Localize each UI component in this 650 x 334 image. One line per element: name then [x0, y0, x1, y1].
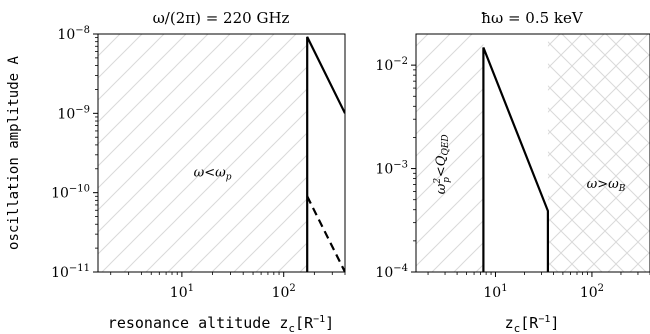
y-tick-label: 10−10	[51, 184, 90, 202]
region-labels: ω2p<QQED ω>ωB	[433, 134, 626, 194]
region-label: ω>ωB	[587, 177, 626, 194]
x-tick-label: 102	[580, 283, 604, 301]
axis-ticks: 101 102 10−2 10−3 10−4	[375, 56, 650, 301]
y-tick-label: 10−11	[51, 263, 90, 281]
shaded-regions	[416, 34, 650, 272]
plot-frame	[97, 33, 346, 273]
x-tick-label: 102	[272, 283, 296, 301]
region-label: ω<ωp	[194, 165, 232, 182]
y-tick-label: 10−3	[375, 160, 408, 178]
region-diagonal-hatch	[98, 34, 308, 272]
x-axis-label: resonance altitude zc[R−1]	[108, 314, 334, 334]
y-tick-label: 10−4	[375, 263, 408, 281]
y-tick-label: 10−8	[57, 25, 90, 43]
series-line-dashed	[306, 195, 345, 272]
chart-title: ω/(2π) = 220 GHz	[153, 9, 290, 27]
y-tick-label: 10−2	[375, 56, 408, 74]
series-line-solid	[306, 36, 345, 272]
axis-ticks: 101 102 10−8 10−9 10−10 10−11	[51, 25, 346, 301]
panel-left: 101 102 10−8 10−9 10−10 10−11 ω/(2π) = 220 GH…	[6, 9, 346, 334]
y-tick-label: 10−9	[57, 104, 90, 122]
region-cross-hatch	[547, 34, 650, 272]
y-axis-label: oscillation amplitude A	[6, 56, 22, 250]
region-labels: ω<ωp	[194, 165, 232, 182]
data-series	[306, 36, 345, 272]
chart-title: ħω = 0.5 keV	[481, 9, 584, 27]
series-line-solid	[482, 47, 550, 272]
x-tick-label: 101	[483, 283, 507, 301]
x-axis-label: zc[R−1]	[505, 314, 560, 334]
plot-frame	[415, 33, 650, 273]
region-label: ω2p<QQED	[433, 134, 452, 194]
data-series	[482, 47, 550, 272]
shaded-regions	[98, 34, 308, 272]
x-tick-label: 101	[170, 283, 194, 301]
region-diagonal-hatch	[416, 34, 484, 272]
